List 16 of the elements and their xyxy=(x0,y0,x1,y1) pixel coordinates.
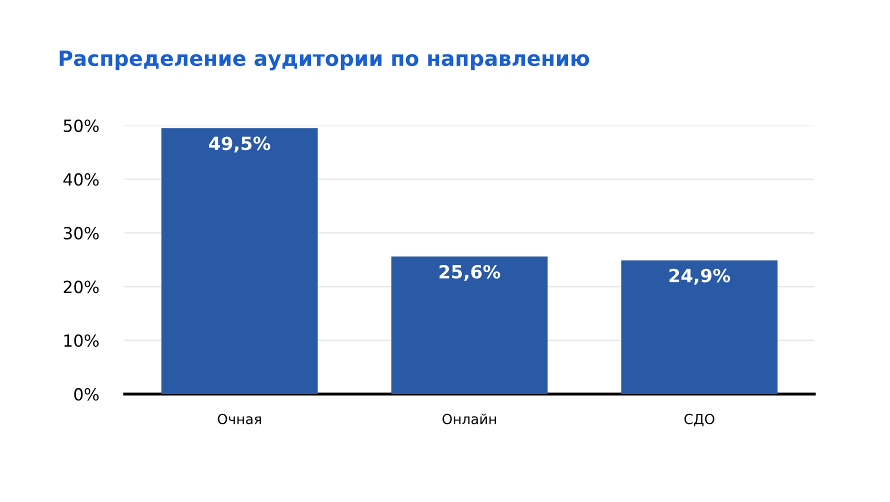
chart-title: Распределение аудитории по направлению xyxy=(60,50,590,70)
y-tick-label: 10% xyxy=(64,334,99,347)
bar xyxy=(161,128,318,394)
x-tick-label: СДО xyxy=(684,414,714,426)
y-tick-label: 50% xyxy=(64,119,99,132)
x-tick-label: Онлайн xyxy=(442,414,496,424)
y-tick-label: 40% xyxy=(63,173,99,186)
data-label: 24,9% xyxy=(670,268,730,285)
data-label: 25,6% xyxy=(440,264,500,281)
x-tick-label: Очная xyxy=(218,414,261,424)
bar xyxy=(391,256,548,394)
data-label: 49,5% xyxy=(209,136,270,153)
y-tick-label: 30% xyxy=(64,226,99,240)
bar xyxy=(621,260,778,394)
y-tick-label: 0% xyxy=(74,388,99,401)
y-tick-label: 20% xyxy=(64,280,99,294)
